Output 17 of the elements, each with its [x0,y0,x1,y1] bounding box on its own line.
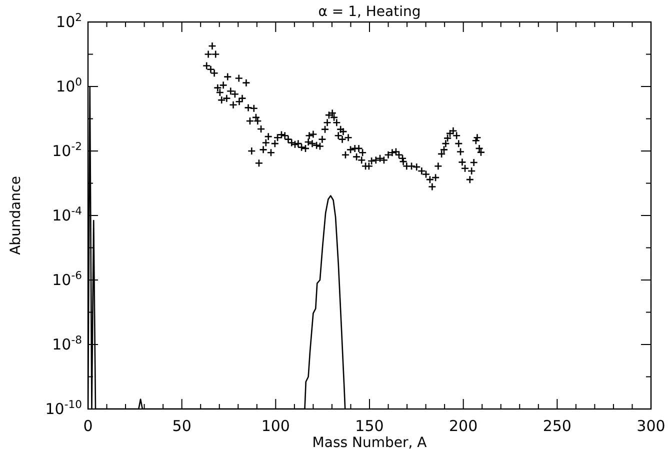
y-axis-title: Abundance [8,176,24,255]
y-tick-label: 10$^{0}$ [56,75,82,96]
x-tick-label: 150 [355,417,384,435]
x-tick-label: 200 [449,417,478,435]
y-tick-label: 10$^{-10}$ [45,398,82,418]
y-tick-label: 10$^{-2}$ [52,140,82,160]
x-tick-label: 0 [83,417,93,435]
x-axis-title: Mass Number, A [312,435,428,449]
x-tick-label: 100 [261,417,290,435]
x-tick-label: 250 [542,417,572,435]
y-tick-label: 10$^{2}$ [56,10,82,31]
x-tick-label: 300 [636,417,666,435]
y-tick-label: 10$^{-8}$ [52,333,82,354]
chart-title: α = 1, Heating [318,4,421,20]
y-tick-label: 10$^{-6}$ [52,268,82,289]
x-tick-label: 50 [172,417,192,435]
y-tick-label: 10$^{-4}$ [52,204,82,224]
